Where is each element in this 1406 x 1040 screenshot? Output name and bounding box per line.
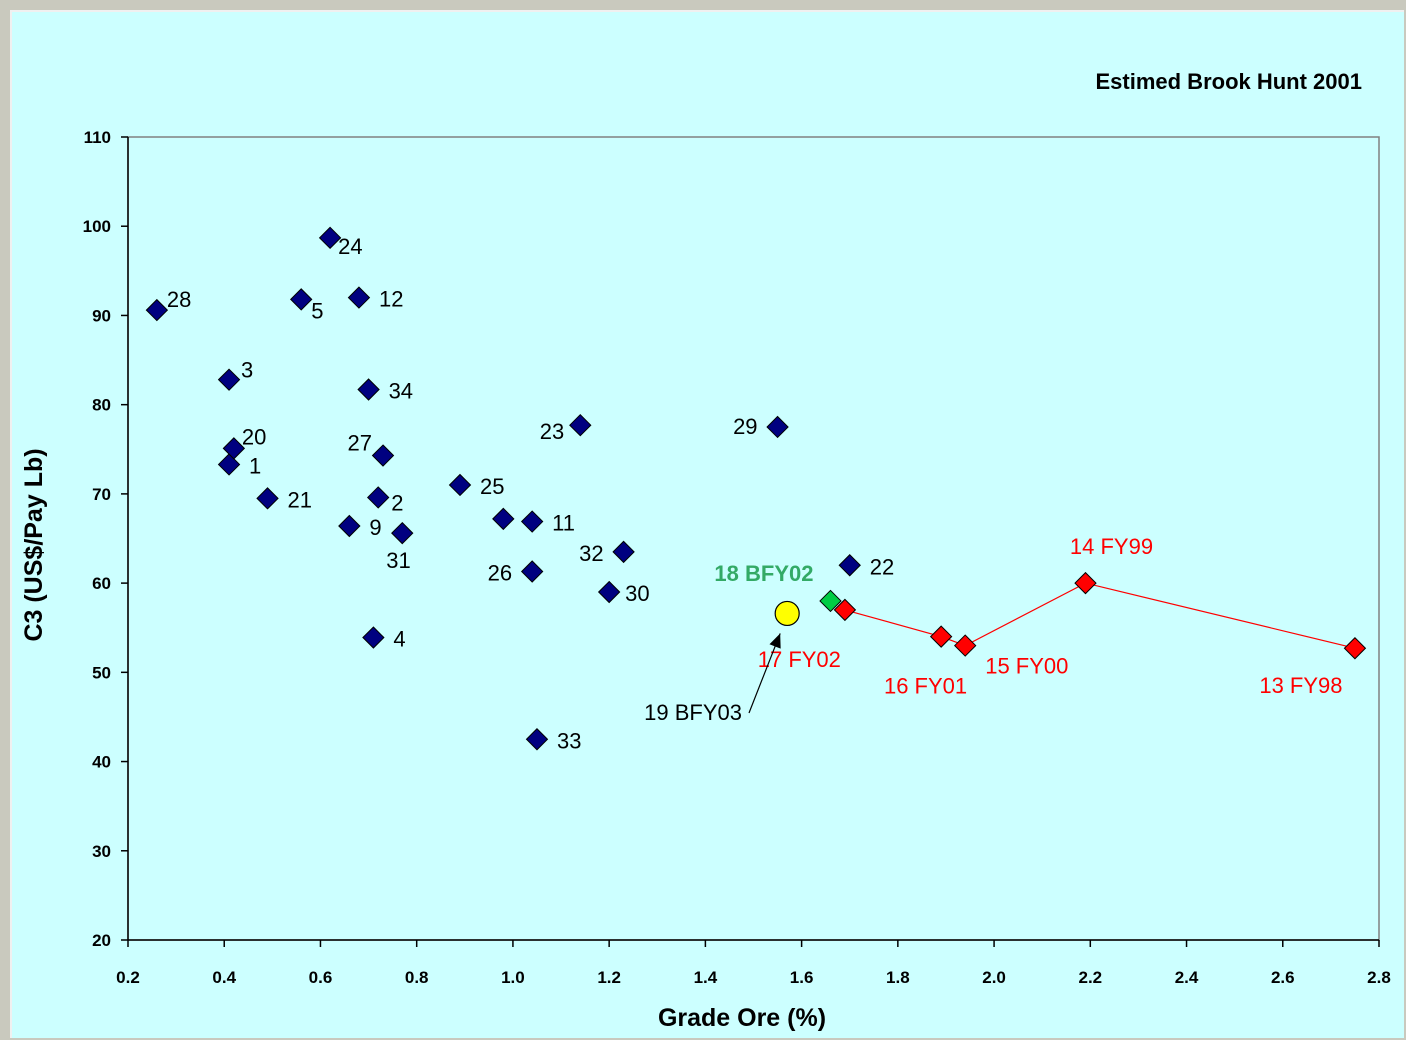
y-tick-label: 60 bbox=[92, 574, 111, 593]
point-label: 21 bbox=[288, 487, 312, 512]
point-label: 12 bbox=[379, 287, 403, 312]
x-axis-title: Grade Ore (%) bbox=[658, 1004, 826, 1032]
y-tick-label: 30 bbox=[92, 842, 111, 861]
point-label: 27 bbox=[348, 431, 372, 456]
data-point-diamond bbox=[766, 415, 789, 439]
point-label: 32 bbox=[579, 541, 603, 566]
point-label: 9 bbox=[369, 515, 381, 540]
x-tick-label: 2.8 bbox=[1367, 968, 1391, 987]
axes: 0.2 0.4 0.6 0.8 1.0 1.2 1.4 1.6 1.8 2.0 2.2 2.4 2.6 2… bbox=[83, 128, 1391, 987]
y-axis-title: C3 (US$/Pay Lb) bbox=[20, 448, 48, 641]
data-point-diamond bbox=[362, 626, 385, 649]
point-label: 3 bbox=[241, 358, 253, 383]
point-label: 25 bbox=[480, 474, 504, 499]
y-tick-label: 50 bbox=[92, 663, 111, 682]
point-label: 19 BFY03 bbox=[644, 700, 742, 725]
x-tick-label: 1.2 bbox=[597, 968, 621, 987]
point-label: 23 bbox=[540, 419, 564, 444]
data-point-diamond bbox=[217, 368, 241, 391]
data-point-diamond bbox=[347, 286, 371, 309]
data-point-diamond bbox=[338, 514, 361, 538]
y-tick-label: 70 bbox=[92, 485, 111, 504]
point-label: 29 bbox=[733, 414, 757, 439]
y-tick-label: 20 bbox=[92, 931, 111, 950]
data-point-diamond bbox=[357, 378, 380, 401]
point-label: 17 FY02 bbox=[758, 647, 841, 672]
chart-annotation: Estimed Brook Hunt 2001 bbox=[1095, 69, 1362, 94]
data-point-diamond bbox=[569, 413, 592, 437]
x-tick-label: 1.4 bbox=[694, 968, 718, 987]
data-point-diamond bbox=[290, 288, 313, 311]
data-point-diamond bbox=[448, 473, 472, 497]
x-tick-label: 1.0 bbox=[501, 968, 525, 987]
data-point-diamond bbox=[838, 554, 861, 577]
point-label: 2 bbox=[391, 490, 403, 515]
point-label: 20 bbox=[242, 424, 266, 449]
point-label: 18 BFY02 bbox=[714, 561, 813, 586]
y-tick-label: 90 bbox=[92, 306, 111, 325]
point-label: 34 bbox=[389, 378, 413, 403]
data-point-diamond bbox=[492, 507, 515, 531]
x-tick-label: 2.2 bbox=[1078, 968, 1102, 987]
data-point-diamond bbox=[391, 521, 414, 545]
point-label: 26 bbox=[488, 561, 512, 586]
data-point-diamond bbox=[1343, 637, 1367, 660]
data-point-diamond bbox=[318, 226, 342, 250]
point-label: 13 FY98 bbox=[1259, 673, 1342, 698]
point-label: 22 bbox=[870, 554, 894, 579]
point-label: 4 bbox=[393, 627, 405, 652]
data-point-diamond bbox=[819, 589, 842, 613]
data-point-diamond bbox=[833, 598, 857, 622]
point-label: 15 FY00 bbox=[985, 654, 1068, 679]
annotation-arrow-line bbox=[748, 633, 781, 714]
x-tick-label: 0.2 bbox=[116, 968, 140, 987]
data-point-diamond bbox=[612, 540, 635, 564]
point-label: 33 bbox=[557, 728, 581, 753]
data-point-diamond bbox=[954, 634, 977, 657]
point-label: 16 FY01 bbox=[884, 674, 967, 699]
data-point-diamond bbox=[525, 728, 549, 751]
point-label: 24 bbox=[338, 234, 362, 259]
data-point-diamond bbox=[371, 444, 395, 467]
data-point-diamond bbox=[597, 580, 621, 604]
x-tick-label: 2.4 bbox=[1175, 968, 1199, 987]
y-tick-label: 100 bbox=[83, 217, 111, 236]
point-label: 31 bbox=[386, 548, 410, 573]
data-point-diamond bbox=[256, 487, 279, 510]
y-tick-label: 110 bbox=[84, 128, 111, 147]
x-tick-label: 0.8 bbox=[405, 968, 429, 987]
data-point-diamond bbox=[222, 437, 246, 460]
point-label: 30 bbox=[625, 581, 649, 606]
x-tick-label: 1.6 bbox=[790, 968, 814, 987]
data-point-diamond bbox=[145, 298, 169, 322]
y-tick-label: 80 bbox=[92, 396, 111, 415]
point-label: 14 FY99 bbox=[1070, 534, 1153, 559]
data-point-diamond bbox=[929, 625, 953, 648]
point-label: 1 bbox=[249, 453, 261, 478]
x-tick-label: 0.4 bbox=[212, 968, 236, 987]
annotation-arrowhead bbox=[769, 633, 781, 649]
data-point-diamond bbox=[366, 486, 390, 509]
data-point-diamond bbox=[520, 510, 544, 533]
point-label: 28 bbox=[167, 287, 191, 312]
point-label: 11 bbox=[552, 511, 575, 536]
data-point-diamond bbox=[520, 560, 544, 583]
marks bbox=[145, 226, 1367, 751]
data-point-circle bbox=[774, 600, 800, 627]
x-tick-label: 2.6 bbox=[1271, 968, 1295, 987]
x-tick-label: 0.6 bbox=[309, 968, 333, 987]
data-point-diamond bbox=[1074, 571, 1097, 595]
point-label: 5 bbox=[311, 298, 323, 323]
data-point-diamond bbox=[217, 453, 241, 476]
y-tick-label: 40 bbox=[92, 753, 111, 772]
x-tick-label: 2.0 bbox=[982, 968, 1006, 987]
x-tick-label: 1.8 bbox=[886, 968, 910, 987]
plot-area bbox=[127, 136, 1380, 941]
